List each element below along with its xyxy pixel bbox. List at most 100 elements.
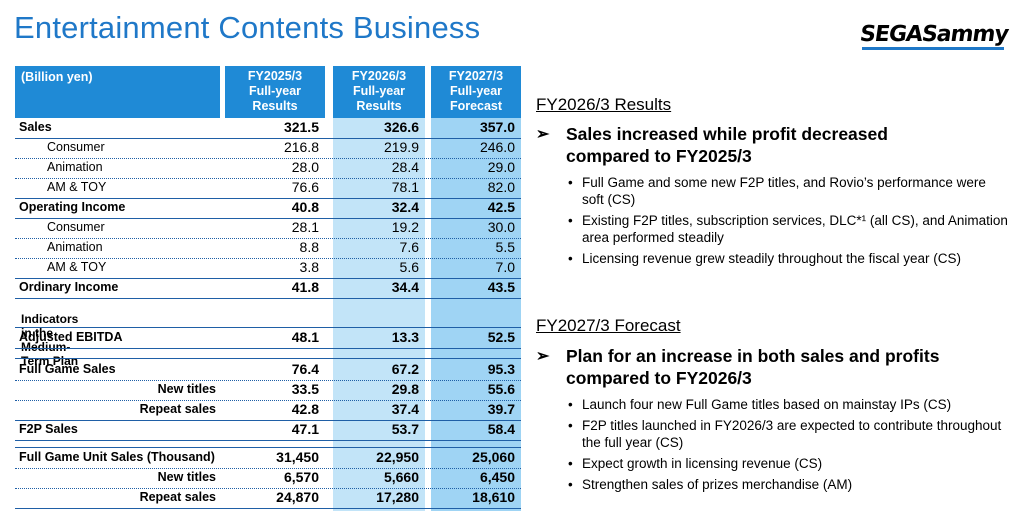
row-value: 76.4 [291,361,319,377]
row-value: 76.6 [291,179,319,195]
col2-shade [333,118,425,357]
row-label: AM & TOY [47,260,107,274]
row-label: Full Game Unit Sales (Thousand) [19,450,215,464]
results-bullet: Full Game and some new F2P titles, and R… [568,174,1008,208]
row-value: 37.4 [391,401,419,417]
forecast-bullet: Strengthen sales of prizes merchandise (… [568,476,1008,493]
row-value: 34.4 [391,279,419,295]
logo-underline [862,47,1004,50]
column-header-fy2026: FY2026/3 Full-year Results [333,66,425,118]
column-header-fy2027: FY2027/3 Full-year Forecast [431,66,521,118]
row-label: Consumer [47,220,105,234]
row-value: 357.0 [479,119,515,135]
row-value: 43.5 [487,279,515,295]
row-value: 28.0 [291,159,319,175]
forecast-arrow-icon: ➢ [536,348,550,365]
row-value: 18,610 [472,489,515,505]
row-value: 246.0 [479,139,515,155]
row-label: Animation [47,160,103,174]
row-rule [15,278,521,279]
row-value: 42.8 [291,401,319,417]
row-value: 55.6 [487,381,515,397]
row-value: 29.8 [391,381,419,397]
row-value: 52.5 [487,329,515,345]
results-headline: Sales increased while profit decreased co… [566,124,888,166]
company-logo: SEGASammy [858,22,1010,47]
row-value: 19.2 [391,219,419,235]
row-value: 8.8 [299,239,319,255]
forecast-headline: Plan for an increase in both sales and p… [566,346,940,388]
results-arrow-icon: ➢ [536,126,550,143]
row-rule [15,138,521,139]
row-label: Animation [47,240,103,254]
row-value: 321.5 [283,119,319,135]
forecast-title: FY2027/3 Forecast [536,316,681,335]
row-value: 17,280 [376,489,419,505]
results-title: FY2026/3 Results [536,95,672,114]
row-rule [15,508,521,509]
row-rule [15,258,521,259]
unit-label: (Billion yen) [15,66,220,118]
row-rule [15,400,521,401]
row-value: 7.6 [399,239,419,255]
row-rule [15,348,521,349]
row-value: 47.1 [291,421,319,437]
forecast-bullet: Expect growth in licensing revenue (CS) [568,455,1008,472]
row-value: 5.6 [399,259,419,275]
row-rule [15,420,521,421]
row-value: 95.3 [487,361,515,377]
page-title: Entertainment Contents Business [14,10,481,45]
row-value: 25,060 [472,449,515,465]
row-rule [15,238,521,239]
row-label: Repeat sales [139,490,216,504]
row-label: Ordinary Income [19,280,119,294]
row-rule [15,218,521,219]
row-value: 219.9 [383,139,419,155]
row-value: 7.0 [495,259,515,275]
row-value: 32.4 [391,199,419,215]
row-label: Full Game Sales [19,362,116,376]
row-rule [15,440,521,441]
row-label: AM & TOY [47,180,107,194]
row-value: 22,950 [376,449,419,465]
col3-shade [431,118,521,357]
row-rule [15,380,521,381]
row-label: Operating Income [19,200,126,214]
row-rule [15,198,521,199]
row-value: 29.0 [487,159,515,175]
row-value: 58.4 [487,421,515,437]
row-rule [15,178,521,179]
column-header-fy2025: FY2025/3 Full-year Results [225,66,325,118]
row-rule [15,468,521,469]
results-bullets: Full Game and some new F2P titles, and R… [568,174,1008,271]
row-value: 30.0 [487,219,515,235]
row-rule [15,158,521,159]
row-value: 39.7 [487,401,515,417]
indicators-label: Indicators in the Medium-Term Plan [21,312,79,368]
row-rule [15,298,521,299]
row-value: 28.4 [391,159,419,175]
row-label: New titles [157,382,216,396]
row-value: 5.5 [495,239,515,255]
row-value: 6,570 [283,469,319,485]
row-value: 3.8 [299,259,319,275]
row-label: New titles [157,470,216,484]
row-value: 6,450 [479,469,515,485]
row-value: 28.1 [291,219,319,235]
indicators-rule [15,327,521,328]
row-value: 41.8 [291,279,319,295]
row-value: 33.5 [291,381,319,397]
row-rule [15,488,521,489]
row-value: 78.1 [391,179,419,195]
row-label: Adjusted EBITDA [19,330,123,344]
row-value: 31,450 [276,449,319,465]
row-rule [15,447,521,448]
row-rule [15,358,521,359]
row-label: Sales [19,120,52,134]
row-label: Repeat sales [139,402,216,416]
row-value: 326.6 [383,119,419,135]
forecast-bullet: F2P titles launched in FY2026/3 are expe… [568,417,1008,451]
row-value: 13.3 [391,329,419,345]
row-value: 40.8 [291,199,319,215]
results-bullet: Existing F2P titles, subscription servic… [568,212,1008,246]
